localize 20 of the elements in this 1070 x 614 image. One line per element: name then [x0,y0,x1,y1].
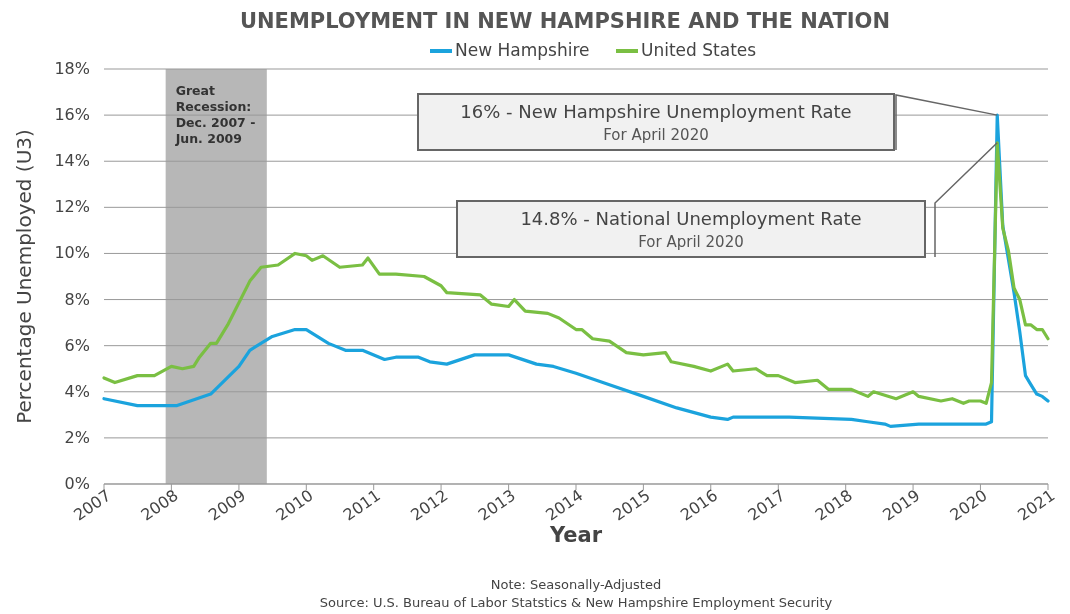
text: Note: Seasonally-Adjusted [490,577,662,592]
y-tick-label: 6% [64,335,90,355]
y-tick-label: 8% [64,289,90,309]
source-note: Source: U.S. Bureau of Labor Statstics & New Hampshire Employment Security [319,595,833,610]
y-tick-label: 14% [54,151,90,171]
y-tick-label: 0% [64,474,90,493]
y-tick-label: 16% [54,105,90,125]
annotation: 14.8% - National Unemployment Rate For April 2020 [520,208,862,251]
y-axis-title: Percentage Unemployed (U3) [12,129,36,424]
annotation: 16% - New Hampshire Unemployment Rate For April 2020 [460,101,852,144]
legend-label: United States [641,40,757,60]
legend-label: New Hampshire [455,40,590,60]
y-tick-label: 4% [64,381,90,401]
band-label: Great Recession: Dec. 2007 - Jun. 2009 [174,83,256,146]
y-tick-label: 10% [54,243,90,263]
chart-title: UNEMPLOYMENT IN NEW HAMPSHIRE AND THE NATION [239,9,891,33]
y-tick-label: 2% [64,427,90,447]
x-axis-title: Year [548,523,603,547]
y-tick-label: 18% [54,59,90,78]
y-tick-label: 12% [54,197,90,217]
